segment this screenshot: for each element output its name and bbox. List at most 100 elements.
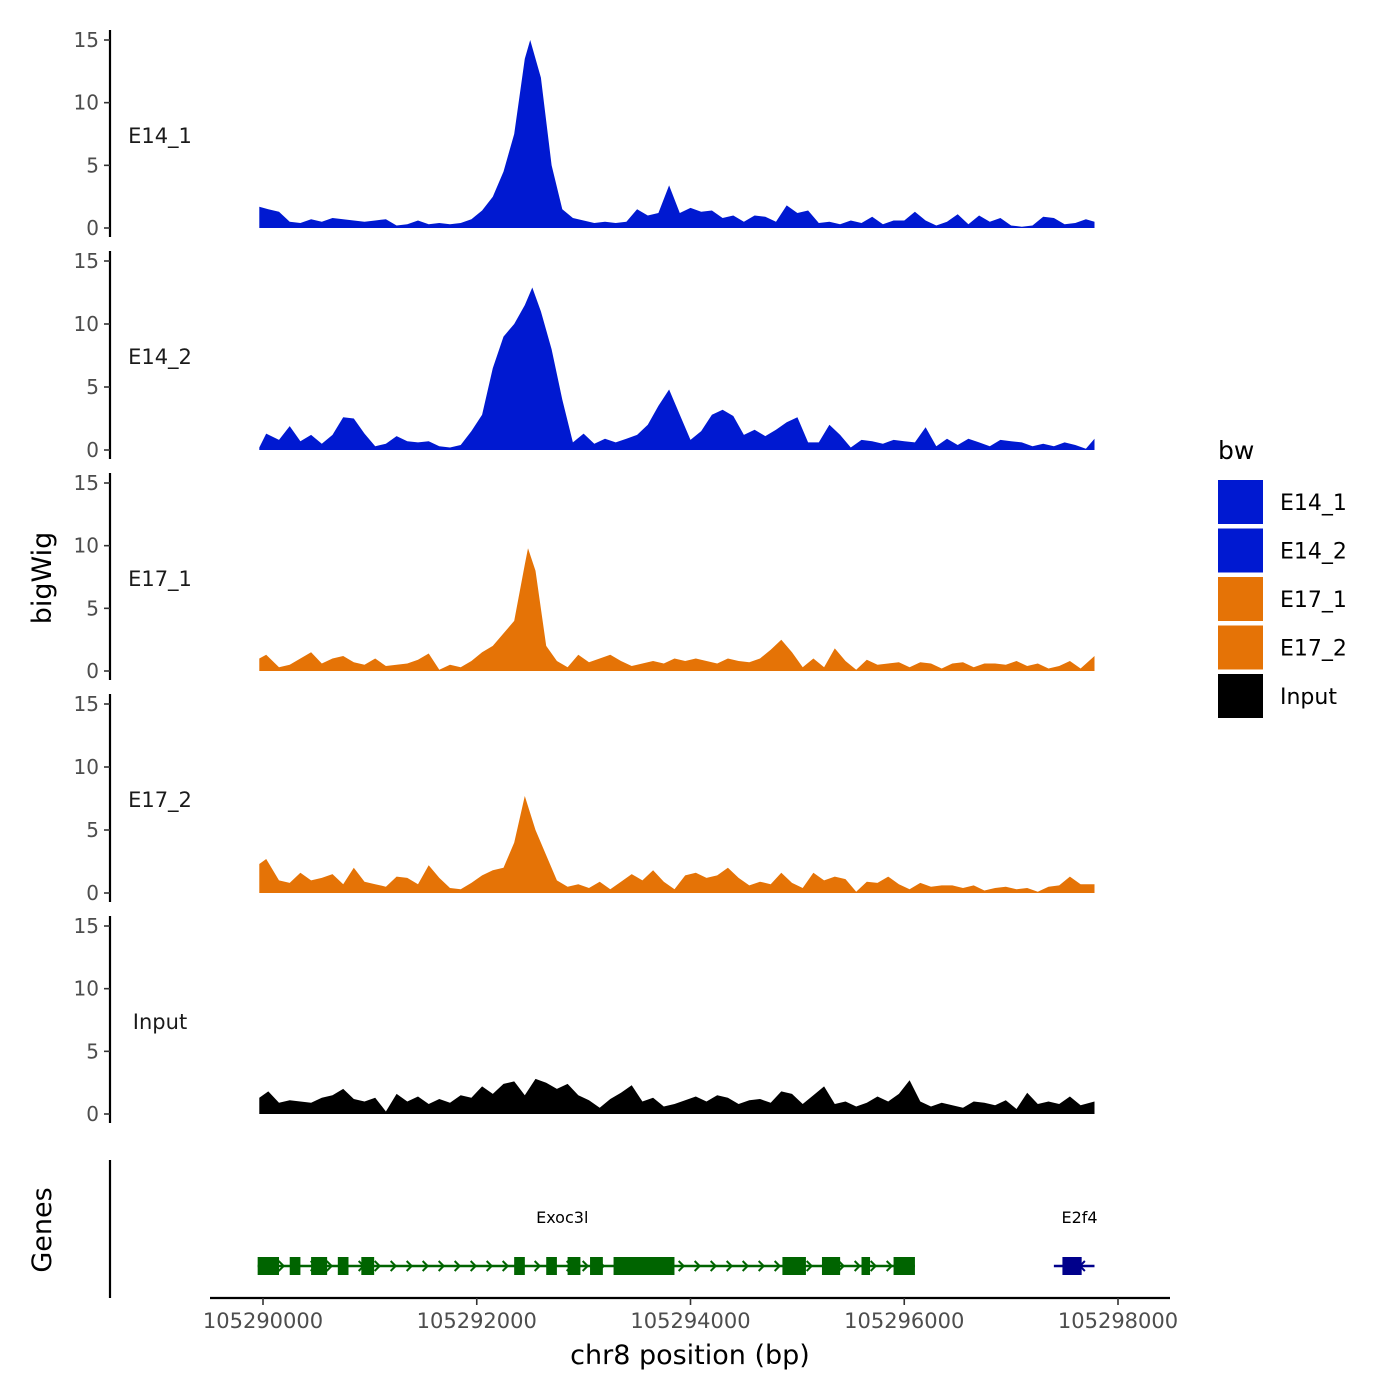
legend-item: E14_2 [1218, 528, 1347, 573]
legend-item: E17_2 [1218, 625, 1347, 670]
gene-label: Exoc3l [536, 1208, 588, 1227]
chevron-left-icon [389, 1260, 398, 1272]
chevron-left-icon [501, 1260, 510, 1272]
exon [337, 1257, 349, 1275]
chevron-left-icon [693, 1260, 702, 1272]
exon [311, 1257, 328, 1275]
y-tick-label: 10 [74, 977, 99, 1001]
legend-label: E14_2 [1280, 540, 1347, 565]
legend-label: E17_1 [1280, 588, 1347, 613]
track-E14_2: 0 5 10 15 E14_2 [74, 249, 1095, 462]
chevron-left-icon [453, 1260, 462, 1272]
chevron-left-icon [869, 1260, 878, 1272]
chevron-left-icon [757, 1260, 766, 1272]
chevron-left-icon [405, 1260, 414, 1272]
chevron-left-icon [277, 1260, 286, 1272]
y-tick-label: 15 [74, 471, 99, 495]
y-axis-label: bigWig [27, 532, 58, 625]
legend-item: Input [1218, 674, 1337, 718]
legend-item: E14_1 [1218, 480, 1347, 524]
exon [590, 1257, 603, 1275]
track-label: E17_2 [128, 788, 192, 813]
chevron-left-icon [885, 1260, 894, 1272]
y-tick-label: 15 [74, 914, 99, 938]
y-tick-label: 10 [74, 312, 99, 336]
chevron-left-icon [325, 1260, 334, 1272]
legend-swatch [1218, 674, 1263, 718]
x-tick-label: 105294000 [630, 1309, 750, 1333]
gene-Exoc3l: Exoc3l [257, 1208, 915, 1275]
y-tick-label: 5 [86, 1039, 99, 1063]
legend-swatch [1218, 577, 1263, 621]
exon [567, 1257, 581, 1275]
exon [861, 1257, 871, 1275]
gene-E2f4: E2f4 [1053, 1208, 1098, 1275]
legend-swatch [1218, 480, 1263, 524]
y-tick-label: 5 [86, 375, 99, 399]
exon [546, 1257, 557, 1275]
chevron-left-icon [805, 1260, 814, 1272]
legend: bw E14_1 E14_2 E17_1 E17_2 Input [1218, 436, 1347, 718]
chevron-left-icon [773, 1260, 782, 1272]
legend-item: E17_1 [1218, 577, 1347, 621]
track-Input: 0 5 10 15 Input [74, 914, 1095, 1126]
x-axis-label: chr8 position (bp) [570, 1340, 810, 1371]
x-tick-label: 105298000 [1058, 1309, 1178, 1333]
genes-track-label: Genes [27, 1187, 58, 1272]
chevron-left-icon [469, 1260, 478, 1272]
y-tick-label: 10 [74, 534, 99, 558]
chevron-left-icon [421, 1260, 430, 1272]
x-axis: 105290000 105292000 105294000 105296000 1052… [203, 1296, 1178, 1333]
legend-label: Input [1280, 685, 1337, 710]
legend-title: bw [1218, 436, 1254, 465]
track-label: E17_1 [128, 567, 192, 592]
chevron-left-icon [709, 1260, 718, 1272]
y-tick-label: 15 [74, 249, 99, 273]
chevron-left-icon [725, 1260, 734, 1272]
exon [514, 1257, 525, 1275]
exon [821, 1257, 841, 1275]
signal-tracks: 0 5 10 15 E14_1 0 5 10 15 E14_2 0 5 10 15 E17_1 0 5 10 15 E… [74, 28, 1095, 1126]
y-tick-label: 0 [86, 881, 99, 905]
legend-label: E14_1 [1280, 491, 1347, 516]
y-tick-label: 5 [86, 153, 99, 177]
exon [289, 1257, 301, 1275]
signal-area-Input [259, 1078, 1095, 1114]
genes-track: Exoc3l E2f4 [108, 1160, 1098, 1298]
chevron-left-icon [837, 1260, 846, 1272]
exon [613, 1257, 675, 1275]
track-E14_1: 0 5 10 15 E14_1 [74, 28, 1095, 240]
y-tick-label: 15 [74, 692, 99, 716]
y-tick-label: 15 [74, 28, 99, 52]
chevron-left-icon [437, 1260, 446, 1272]
signal-area-E14_1 [259, 40, 1095, 228]
exon [361, 1257, 375, 1275]
y-tick-label: 5 [86, 596, 99, 620]
chevron-left-icon [853, 1260, 862, 1272]
y-tick-label: 0 [86, 659, 99, 683]
signal-area-E17_1 [259, 548, 1095, 671]
chevron-left-icon [677, 1260, 686, 1272]
chevron-left-icon [533, 1260, 542, 1272]
exon [1062, 1257, 1082, 1275]
track-E17_2: 0 5 10 15 E17_2 [74, 692, 1095, 905]
y-tick-label: 5 [86, 818, 99, 842]
chevron-left-icon [581, 1260, 590, 1272]
exon [893, 1257, 915, 1275]
y-tick-label: 0 [86, 438, 99, 462]
legend-swatch [1218, 528, 1263, 573]
chevron-left-icon [373, 1260, 382, 1272]
track-label: E14_1 [128, 124, 192, 149]
gene-label: E2f4 [1061, 1208, 1097, 1227]
x-tick-label: 105296000 [844, 1309, 964, 1333]
x-tick-label: 105292000 [417, 1309, 537, 1333]
track-label: E14_2 [128, 345, 192, 370]
signal-area-E14_2 [259, 287, 1095, 450]
track-label: Input [133, 1010, 187, 1034]
signal-area-E17_2 [259, 796, 1095, 893]
legend-swatch [1218, 625, 1263, 670]
chevron-left-icon [485, 1260, 494, 1272]
chevron-left-icon [741, 1260, 750, 1272]
track-E17_1: 0 5 10 15 E17_1 [74, 471, 1095, 683]
